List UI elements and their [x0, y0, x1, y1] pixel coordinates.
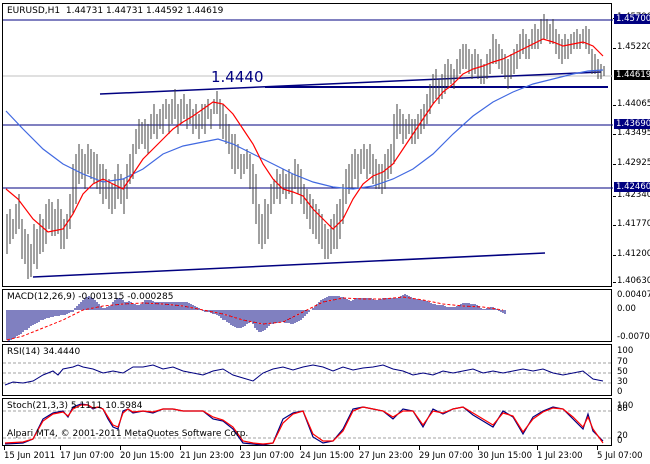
macd-signal-line [6, 296, 504, 341]
price-label: 1.45220 [617, 42, 650, 52]
stoch-pane[interactable]: Stoch(21,3,3) 5.1111 10.5984 Alpari MT4,… [2, 398, 613, 446]
watermark: Alpari MT4, © 2001-2011 MetaQuotes Softw… [7, 429, 249, 439]
macd-pane[interactable]: MACD(12,26,9) -0.001315 -0.000285 [2, 289, 612, 342]
current-price-box: 1.44619 [614, 70, 650, 80]
time-label: 30 Jun 15:00 [478, 451, 532, 461]
time-label: 20 Jun 15:00 [120, 451, 174, 461]
macd-axis-label: 0.00 [617, 304, 636, 314]
stoch-axis-label: 100 [617, 401, 634, 411]
macd-axis-label: -0.00707 [617, 332, 650, 342]
level-box-1-42460: 1.42460 [614, 182, 650, 192]
stoch-title: Stoch(21,3,3) 5.1111 10.5984 [7, 401, 143, 411]
slow-ma-line [5, 69, 604, 190]
rsi-axis-label: 70 [617, 357, 628, 367]
rsi-axis-label: 50 [617, 367, 628, 377]
time-label: 27 Jun 23:00 [359, 451, 413, 461]
symbol-label: EURUSD,H1 [7, 6, 61, 16]
macd-axis-label: 0.004073 [617, 290, 650, 300]
price-label: 1.41770 [617, 219, 650, 229]
price-label: 1.44065 [617, 99, 650, 109]
level-box-1-43690: 1.43690 [614, 119, 650, 129]
price-bars [6, 14, 605, 279]
rsi-line [4, 364, 604, 386]
time-label: 23 Jun 07:00 [240, 451, 294, 461]
stoch-plot [3, 403, 613, 446]
stoch-axis-label: 80 [617, 404, 628, 414]
time-label: 15 Jun 2011 [4, 451, 56, 461]
rsi-axis-label: 0 [617, 387, 623, 397]
time-label: 21 Jun 23:00 [180, 451, 234, 461]
stoch-axis-label: 0 [617, 436, 623, 446]
rsi-axis-label: 30 [617, 377, 628, 387]
time-label: 5 Jul 07:00 [597, 451, 643, 461]
rsi-plot [3, 362, 613, 386]
price-label: 1.42340 [617, 190, 650, 200]
time-label: 29 Jun 07:00 [419, 451, 473, 461]
fast-ma-line [5, 38, 604, 233]
time-label: 17 Jun 07:00 [60, 451, 114, 461]
level-annotation: 1.4440 [211, 68, 264, 86]
price-label: 1.43495 [617, 128, 650, 138]
macd-histogram [6, 294, 506, 342]
rsi-title: RSI(14) 34.4440 [7, 347, 81, 357]
time-label: 24 Jun 15:00 [300, 451, 354, 461]
price-label: 1.42925 [617, 158, 650, 168]
price-plot [3, 14, 613, 279]
level-box-1-45700: 1.45700 [614, 14, 650, 24]
price-label: 1.41200 [617, 249, 650, 259]
macd-title: MACD(12,26,9) -0.001315 -0.000285 [7, 292, 174, 302]
stoch-axis-label: 20 [617, 431, 628, 441]
chart-header: EURUSD,H1 1.44731 1.44731 1.44592 1.4461… [7, 6, 223, 16]
time-label: 1 Jul 23:00 [537, 451, 583, 461]
price-label: 1.40630 [617, 276, 650, 286]
stoch-d-line [4, 404, 604, 445]
rsi-pane[interactable]: RSI(14) 34.4440 [2, 344, 613, 396]
rsi-axis-label: 100 [617, 346, 634, 356]
main-chart-pane[interactable]: EURUSD,H1 1.44731 1.44731 1.44592 1.4461… [2, 3, 613, 287]
macd-plot [6, 294, 506, 342]
ohlc-values: 1.44731 1.44731 1.44592 1.44619 [65, 6, 224, 16]
